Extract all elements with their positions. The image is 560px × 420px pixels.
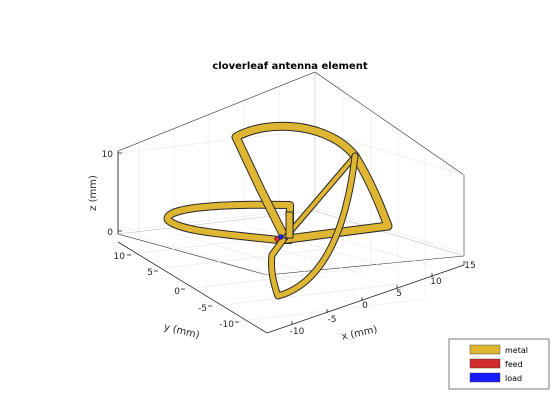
- legend-swatch: [469, 344, 501, 355]
- legend-label: load: [505, 374, 522, 383]
- y-tick-label: 5: [147, 268, 153, 278]
- z-tick-label: 0: [107, 228, 113, 238]
- feed-strap: [285, 211, 294, 239]
- legend-item-load: load: [469, 372, 522, 383]
- petal-down: [268, 152, 359, 300]
- load-marker: [278, 234, 284, 240]
- legend-label: metal: [505, 346, 528, 355]
- petal-diagonal: [282, 153, 358, 241]
- z-axis-label: z (mm): [88, 175, 99, 211]
- x-tick-label: -5: [328, 315, 337, 325]
- legend-label: feed: [505, 360, 523, 369]
- tick-marks: [118, 152, 465, 325]
- y-tick-label: -10: [219, 320, 234, 330]
- x-tick-label: -10: [290, 327, 305, 337]
- y-tick-label: -5: [198, 304, 207, 314]
- legend-item-metal: metal: [469, 344, 528, 355]
- legend-swatch: [469, 358, 501, 369]
- y-axis-label: y (mm): [163, 322, 201, 341]
- z-tick-label: 10: [102, 150, 114, 160]
- plot-title: cloverleaf antenna element: [212, 61, 367, 72]
- legend-item-feed: feed: [469, 358, 523, 369]
- x-tick-label: 0: [362, 301, 368, 311]
- legend-swatch: [469, 372, 501, 383]
- legend: metal feed load: [448, 338, 550, 390]
- x-axis-label: x (mm): [341, 324, 379, 342]
- x-tick-label: 15: [464, 261, 475, 271]
- petal-flat: [163, 200, 294, 244]
- x-tick-label: 5: [396, 289, 402, 299]
- x-tick-label: 10: [430, 277, 442, 287]
- petal-arch: [231, 121, 393, 245]
- axis-lines: [117, 151, 465, 334]
- y-tick-label: 0: [174, 287, 180, 297]
- axes-box: [117, 71, 465, 276]
- y-tick-label: 10: [114, 252, 126, 262]
- antenna-element: [163, 121, 393, 300]
